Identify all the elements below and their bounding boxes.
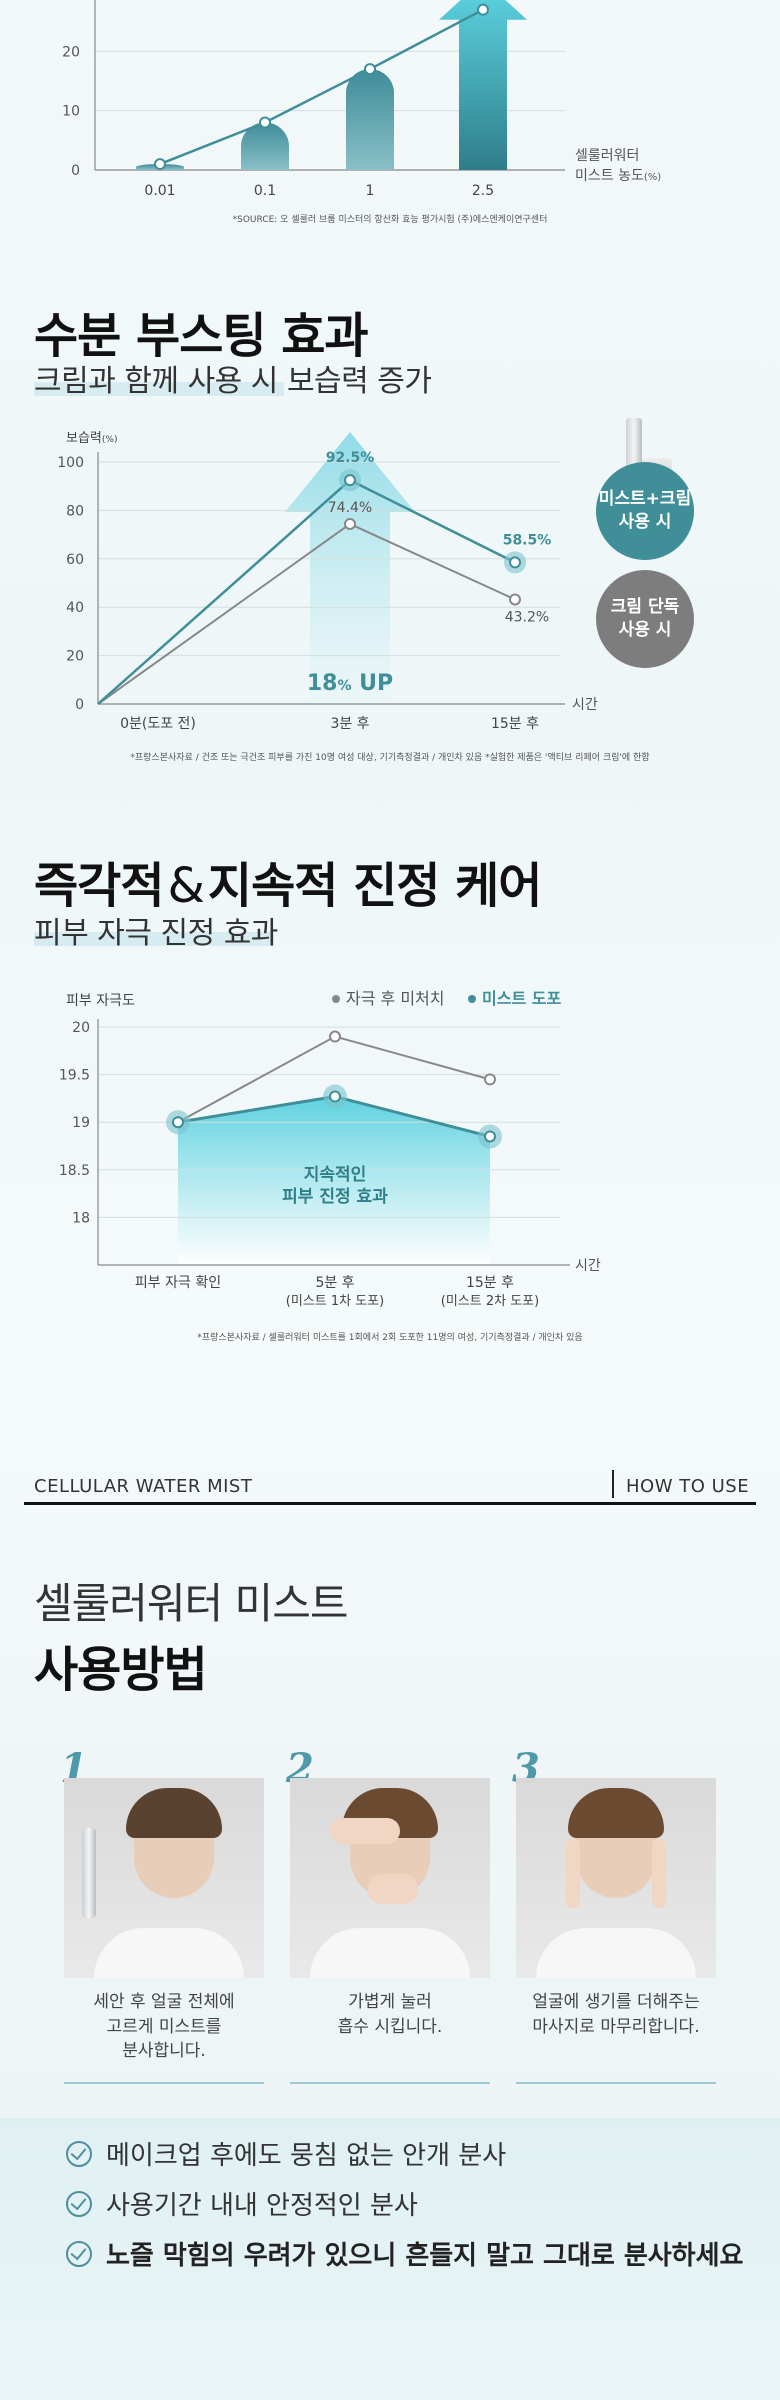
y-tick-label: 10 — [62, 104, 80, 120]
legend-marker — [468, 995, 476, 1003]
brand-label: CELLULAR WATER MIST — [34, 1476, 253, 1497]
section1-source: *SOURCE: 오 셀룰러 브룸 미스터의 항산화 효능 평가시험 (주)에스… — [232, 215, 548, 225]
x-axis-label: 셀룰러워터 — [575, 148, 639, 164]
moisture-line-chart: 0 20 40 60 80 100 보습력(%) 시간 0분(도포 전) 3분 후 15분 후 74.… — [57, 431, 598, 732]
step-1-caption: 세안 후 얼굴 전체에 고르게 미스트를 분사합니다. — [93, 1992, 235, 2062]
x-tick-label: 0.1 — [254, 183, 276, 199]
legend-marker — [332, 995, 340, 1003]
section2-source: *프랑스본사자료 / 건조 또는 극건조 피부를 가진 10명 여성 대상, 기… — [130, 753, 650, 763]
x-tick-label: 15분 후 — [491, 716, 539, 732]
section3-subtitle: 피부 자극 진정 효과 — [34, 916, 278, 951]
bar — [241, 122, 289, 170]
data-point — [329, 1030, 341, 1043]
y-axis-label: 피부 자극도 — [66, 993, 135, 1009]
y-tick-label: 20 — [72, 1020, 90, 1036]
check-icon — [66, 2190, 92, 2217]
x-tick-label: 0분(도포 전) — [120, 716, 196, 732]
tips-band — [0, 2118, 780, 2333]
step-3-caption: 얼굴에 생기를 더해주는 마사지로 마무리합니다. — [532, 1992, 700, 2037]
data-point — [509, 593, 521, 606]
data-point — [364, 63, 376, 76]
bar — [346, 69, 394, 170]
tip-item: 사용기간 내내 안정적인 분사 — [66, 2185, 418, 2222]
step-2-caption: 가볍게 눌러 흡수 시킵니다. — [337, 1992, 443, 2037]
data-point — [259, 116, 271, 129]
step-divider — [516, 2082, 716, 2084]
subtitle-highlight — [34, 932, 274, 946]
header-rule — [24, 1502, 756, 1505]
tip-item: 메이크업 후에도 뭉침 없는 안개 분사 — [66, 2135, 506, 2172]
data-point — [344, 517, 356, 530]
subtitle-highlight — [34, 382, 284, 396]
y-tick-label: 19.5 — [59, 1068, 90, 1084]
howto-title-line1: 셀룰러워터 미스트 — [34, 1579, 348, 1628]
x-tick-sublabel: (미스트 1차 도포) — [286, 1294, 384, 1309]
x-axis-label: 시간 — [572, 697, 598, 713]
tab-divider — [612, 1470, 614, 1498]
y-tick-label: 100 — [57, 455, 84, 471]
y-tick-label: 19 — [72, 1115, 90, 1131]
section2-subtitle: 크림과 함께 사용 시 보습력 증가 — [34, 364, 432, 399]
x-tick-label: 피부 자극 확인 — [135, 1275, 221, 1291]
x-tick-label: 1 — [366, 183, 375, 199]
badge-mist-cream: 미스트+크림 사용 시 — [596, 462, 694, 560]
data-point — [344, 474, 356, 487]
trend-line — [159, 8, 484, 166]
x-tick-label: 2.5 — [472, 183, 494, 199]
y-tick-label: 18 — [72, 1210, 90, 1226]
data-label: 58.5% — [503, 532, 552, 548]
annotation-18-up: 18% UP — [307, 671, 393, 696]
bar — [439, 0, 527, 170]
data-point — [172, 1116, 184, 1129]
x-axis-label: 시간 — [575, 1258, 601, 1274]
x-tick-label: 15분 후 — [466, 1275, 514, 1291]
section2-title: 수분 부스팅 효과 — [34, 308, 369, 364]
x-tick-sublabel: (미스트 2차 도포) — [441, 1294, 539, 1309]
y-tick-label: 18.5 — [59, 1163, 90, 1179]
x-axis-label: 미스트 농도(%) — [575, 168, 661, 184]
howto-title-line2: 사용방법 — [34, 1642, 208, 1698]
step-2-image — [290, 1778, 490, 1978]
data-label: 92.5% — [326, 450, 375, 466]
section3-source: *프랑스본사자료 / 셀룰러워터 미스트를 1회에서 2회 도포한 11명의 여… — [197, 1333, 583, 1343]
y-axis-label: 보습력(%) — [66, 431, 117, 446]
y-tick-label: 60 — [66, 552, 84, 568]
legend-label: 자극 후 미처치 — [346, 989, 445, 1008]
area-fill — [178, 1096, 490, 1265]
annotation-line: 지속적인 — [304, 1165, 367, 1185]
y-tick-label: 20 — [62, 44, 80, 60]
annotation-line: 피부 진정 효과 — [282, 1187, 388, 1207]
y-tick-label: 80 — [66, 503, 84, 519]
step-divider — [64, 2082, 264, 2084]
how-to-use-label: HOW TO USE — [626, 1476, 750, 1497]
data-point — [154, 158, 166, 171]
data-point — [477, 3, 489, 16]
data-point — [484, 1130, 496, 1143]
check-icon — [66, 2140, 92, 2167]
badge-cream-only: 크림 단독 사용 시 — [596, 570, 694, 668]
data-label: 43.2% — [505, 609, 549, 625]
tip-item: 노즐 막힘의 우려가 있으니 흔들지 말고 그대로 분사하세요 — [66, 2235, 743, 2272]
y-tick-label: 0 — [71, 163, 80, 179]
step-1-image — [64, 1778, 264, 1978]
up-arrow-shape — [285, 432, 415, 702]
step-3-image — [516, 1778, 716, 1978]
data-point — [509, 556, 521, 569]
step-divider — [290, 2082, 490, 2084]
x-tick-label: 3분 후 — [330, 716, 369, 732]
section3-title: 즉각적&지속적 진정 케어 — [34, 858, 542, 914]
y-tick-label: 0 — [75, 697, 84, 713]
y-tick-label: 40 — [66, 600, 84, 616]
y-tick-label: 20 — [66, 649, 84, 665]
data-point — [484, 1073, 496, 1086]
legend-label: 미스트 도포 — [482, 989, 561, 1008]
x-tick-label: 0.01 — [144, 183, 175, 199]
data-point — [329, 1090, 341, 1103]
check-icon — [66, 2240, 92, 2267]
x-tick-label: 5분 후 — [315, 1275, 354, 1291]
data-label: 74.4% — [328, 500, 372, 516]
